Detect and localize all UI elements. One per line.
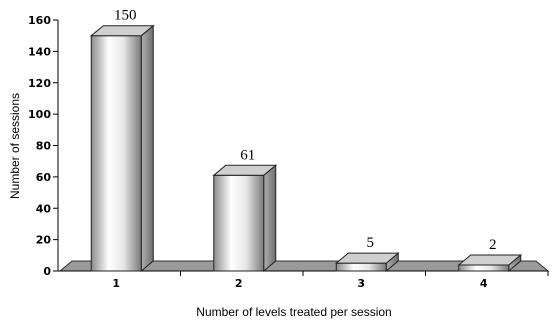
bar-front xyxy=(335,262,387,272)
y-ticks: 0 20 40 60 80 100 120 140 160 xyxy=(28,14,58,278)
data-label-3: 5 xyxy=(367,235,375,251)
data-labels: 150 61 5 2 xyxy=(114,8,497,253)
x-tick-label-3: 3 xyxy=(357,277,365,290)
x-ticks: 1 2 3 4 xyxy=(112,271,549,290)
data-label-1: 150 xyxy=(114,8,137,24)
bar-front xyxy=(90,35,142,272)
x-tick-label-4: 4 xyxy=(480,277,488,290)
bars xyxy=(89,24,523,273)
bar-top xyxy=(212,164,278,176)
y-tick-label: 80 xyxy=(36,140,52,153)
y-tick-label: 100 xyxy=(28,108,51,121)
x-tick-label-1: 1 xyxy=(112,277,120,290)
bar-top xyxy=(457,254,523,266)
bar-1 xyxy=(89,24,155,273)
y-tick-label: 160 xyxy=(28,14,51,27)
bar-side xyxy=(263,164,277,273)
bar-side xyxy=(140,24,154,273)
bar-3 xyxy=(334,252,400,273)
bar-2 xyxy=(212,164,278,273)
y-tick-label: 20 xyxy=(36,234,52,247)
bar-front xyxy=(213,174,265,272)
y-tick-label: 140 xyxy=(28,45,51,58)
y-axis-label: Number of sessions xyxy=(8,93,22,199)
y-tick-label: 120 xyxy=(28,77,51,90)
bar-front xyxy=(458,264,510,272)
y-tick-label: 0 xyxy=(43,265,51,278)
data-label-2: 61 xyxy=(240,147,255,163)
x-tick-label-2: 2 xyxy=(235,277,243,290)
x-axis-label: Number of levels treated per session xyxy=(196,305,391,319)
bar-4 xyxy=(457,253,523,273)
data-label-4: 2 xyxy=(489,237,497,253)
bar-top xyxy=(334,252,400,264)
y-tick-label: 40 xyxy=(36,202,52,215)
bar-top xyxy=(89,25,155,37)
y-tick-label: 60 xyxy=(36,171,52,184)
